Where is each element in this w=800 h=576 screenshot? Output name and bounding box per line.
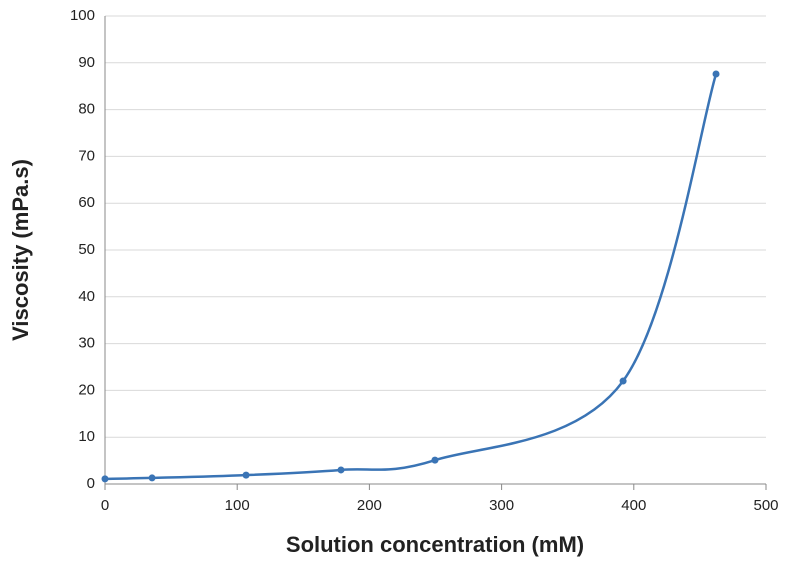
x-tick-label: 100 (225, 497, 250, 514)
y-tick-label: 10 (78, 428, 95, 445)
data-point (712, 70, 720, 78)
y-tick-label: 100 (70, 7, 95, 24)
y-tick-label: 80 (78, 101, 95, 118)
x-tick-label: 0 (101, 497, 109, 514)
x-axis-title: Solution concentration (mM) (286, 532, 584, 557)
y-tick-label: 30 (78, 335, 95, 352)
x-tick-label: 200 (357, 497, 382, 514)
y-tick-label: 70 (78, 147, 95, 164)
y-axis-title: Viscosity (mPa.s) (8, 159, 33, 341)
y-tick-label: 60 (78, 194, 95, 211)
data-line (104, 73, 718, 481)
data-point (337, 466, 345, 474)
y-tick-label: 90 (78, 54, 95, 71)
x-tick-label: 500 (753, 497, 778, 514)
y-tick-label: 0 (87, 475, 95, 492)
y-tick-label: 40 (78, 288, 95, 305)
data-point (431, 456, 439, 464)
x-tick-label: 400 (621, 497, 646, 514)
data-point (242, 471, 250, 479)
data-point (148, 474, 156, 482)
x-tick-label: 300 (489, 497, 514, 514)
data-point (101, 475, 109, 483)
y-tick-label: 20 (78, 381, 95, 398)
data-point (619, 377, 627, 385)
y-tick-label: 50 (78, 241, 95, 258)
